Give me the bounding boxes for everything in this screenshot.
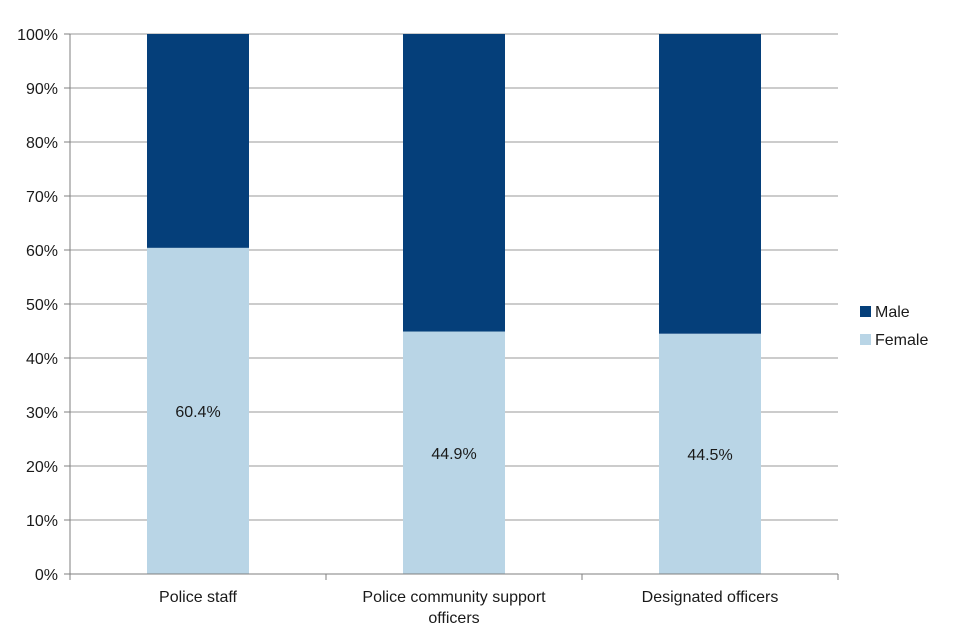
legend: Male Female [860, 304, 928, 349]
x-tick-label: Designated officers [642, 589, 779, 606]
y-tick-label: 30% [26, 405, 58, 422]
y-tick-label: 80% [26, 135, 58, 152]
y-tick-label: 60% [26, 243, 58, 260]
legend-swatch-female [860, 334, 871, 345]
legend-label-male: Male [875, 304, 910, 321]
y-tick-label: 0% [35, 567, 58, 584]
data-label: 60.4% [175, 404, 220, 421]
bar-female-2 [403, 331, 505, 574]
y-tick-label: 40% [26, 351, 58, 368]
bar-male-3 [659, 34, 761, 334]
legend-label-female: Female [875, 332, 928, 349]
y-tick-label: 20% [26, 459, 58, 476]
y-tick-label: 10% [26, 513, 58, 530]
bars [147, 34, 761, 574]
bar-male-2 [403, 34, 505, 332]
data-label: 44.9% [431, 446, 476, 463]
bar-female-1 [147, 247, 249, 574]
bar-male-1 [147, 34, 249, 248]
data-label: 44.5% [687, 447, 732, 464]
bar-female-3 [659, 333, 761, 574]
legend-swatch-male [860, 306, 871, 317]
x-tick-label: officers [428, 610, 479, 627]
y-tick-label: 70% [26, 189, 58, 206]
data-labels: 60.4% 44.9% 44.5% [175, 404, 732, 464]
x-tick-label: Police community support [362, 589, 546, 606]
axes: 0% 10% 20% 30% 40% 50% 60% 70% 80% 90% 100% Police … [17, 27, 839, 627]
y-tick-label: 50% [26, 297, 58, 314]
y-tick-label: 90% [26, 81, 58, 98]
x-tick-label: Police staff [159, 589, 238, 606]
y-tick-label: 100% [17, 27, 58, 44]
